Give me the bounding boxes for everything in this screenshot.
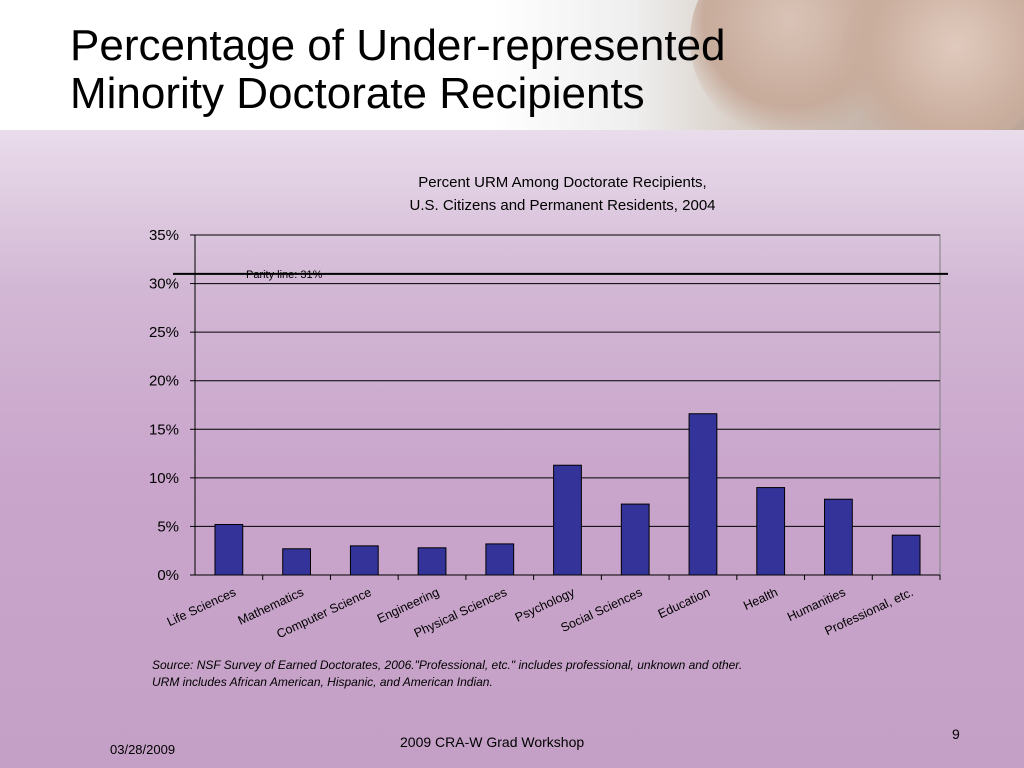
source-note: Source: NSF Survey of Earned Doctorates,… xyxy=(152,657,912,691)
x-tick-label: Life Sciences xyxy=(165,585,238,629)
bar xyxy=(824,498,853,576)
x-tick-label: Health xyxy=(741,585,780,613)
footer-date: 03/28/2009 xyxy=(110,742,176,757)
x-tick-label: Education xyxy=(656,585,712,621)
footer-title: 2009 CRA-W Grad Workshop xyxy=(400,734,585,750)
source-line1: Source: NSF Survey of Earned Doctorates,… xyxy=(152,658,743,672)
bar xyxy=(620,503,650,576)
y-tick-label: 20% xyxy=(149,373,179,390)
bar xyxy=(553,464,582,576)
bar xyxy=(214,523,244,576)
header-banner xyxy=(0,0,1024,130)
chart-title-line2: U.S. Citizens and Permanent Residents, 2… xyxy=(409,197,716,214)
page-number: 9 xyxy=(952,726,960,742)
y-tick-label: 10% xyxy=(149,470,179,487)
slide-title-line2: Minority Doctorate Recipients xyxy=(70,69,645,118)
y-tick-label: 25% xyxy=(149,324,179,341)
bar xyxy=(485,543,515,576)
y-tick-label: 30% xyxy=(149,276,179,293)
bar xyxy=(688,413,718,576)
slide-title-line1: Percentage of Under-represented xyxy=(70,21,726,70)
source-line2: URM includes African American, Hispanic,… xyxy=(152,675,493,689)
bar xyxy=(282,548,311,576)
parity-line-label: Parity line: 31% xyxy=(246,269,323,281)
bar xyxy=(891,534,921,576)
bar xyxy=(349,545,379,576)
bar xyxy=(756,487,786,576)
background-photo xyxy=(840,0,1024,130)
y-tick-label: 0% xyxy=(157,567,179,584)
slide-title: Percentage of Under-represented Minority… xyxy=(70,22,726,118)
y-tick-label: 15% xyxy=(149,421,179,438)
bar xyxy=(417,547,447,576)
content-panel xyxy=(0,130,1024,768)
y-tick-label: 5% xyxy=(157,518,179,535)
y-tick-label: 35% xyxy=(149,227,179,244)
chart-title-line1: Percent URM Among Doctorate Recipients, xyxy=(418,174,707,191)
